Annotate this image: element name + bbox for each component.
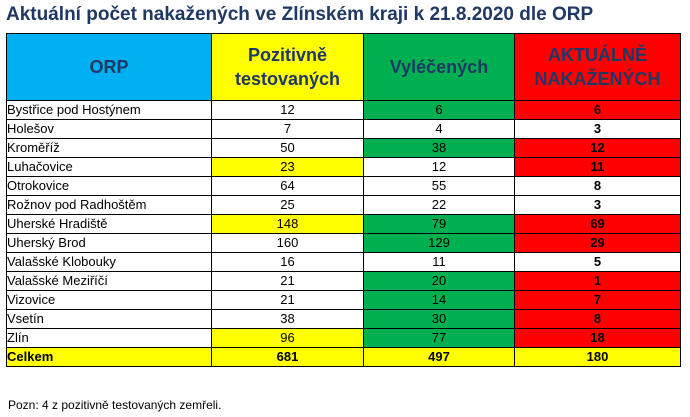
- cell-orp: Valašské Klobouky: [6, 252, 212, 272]
- cell-positive: 23: [211, 157, 364, 177]
- cell-active: 8: [514, 176, 681, 196]
- table-row: Kroměříž 50 38 12: [6, 138, 681, 158]
- cell-orp: Kroměříž: [6, 138, 212, 158]
- cell-orp: Holešov: [6, 119, 212, 139]
- cell-positive: 25: [211, 195, 364, 215]
- cell-recovered: 11: [363, 252, 515, 272]
- cell-active: 1: [514, 271, 681, 291]
- cell-positive: 16: [211, 252, 364, 272]
- table-row: Bystřice pod Hostýnem 12 6 6: [6, 100, 681, 120]
- table-row: Valašské Klobouky 16 11 5: [6, 252, 681, 272]
- cell-recovered: 38: [363, 138, 515, 158]
- cell-active: 3: [514, 119, 681, 139]
- cell-recovered: 55: [363, 176, 515, 196]
- cell-recovered: 79: [363, 214, 515, 234]
- total-recovered: 497: [363, 347, 515, 367]
- cell-positive: 64: [211, 176, 364, 196]
- table-row: Zlín 96 77 18: [6, 328, 681, 348]
- header-recovered-label: Vyléčených: [389, 57, 489, 77]
- cell-positive: 160: [211, 233, 364, 253]
- cell-orp: Otrokovice: [6, 176, 212, 196]
- table-row: Valašské Meziříčí 21 20 1: [6, 271, 681, 291]
- cell-orp: Bystřice pod Hostýnem: [6, 100, 212, 120]
- cell-active: 6: [514, 100, 681, 120]
- cell-positive: 12: [211, 100, 364, 120]
- cell-orp: Vsetín: [6, 309, 212, 329]
- cell-positive: 96: [211, 328, 364, 348]
- cell-positive: 38: [211, 309, 364, 329]
- table-row: Luhačovice 23 12 11: [6, 157, 681, 177]
- cell-active: 18: [514, 328, 681, 348]
- cell-recovered: 14: [363, 290, 515, 310]
- cell-active: 5: [514, 252, 681, 272]
- header-positive-line2: testovaných: [234, 69, 341, 89]
- cell-active: 69: [514, 214, 681, 234]
- cell-orp: Uherské Hradiště: [6, 214, 212, 234]
- cell-active: 29: [514, 233, 681, 253]
- footnote: Pozn: 4 z pozitivně testovaných zemřeli.: [8, 398, 222, 412]
- total-active: 180: [514, 347, 681, 367]
- cell-active: 3: [514, 195, 681, 215]
- cell-orp: Zlín: [6, 328, 212, 348]
- header-active-line2: NAKAŽENÝCH: [534, 69, 661, 89]
- header-positive-line1: Pozitivně: [247, 45, 327, 65]
- cell-positive: 50: [211, 138, 364, 158]
- header-active: AKTUÁLNĚ NAKAŽENÝCH: [514, 33, 681, 101]
- header-recovered: Vyléčených: [363, 33, 515, 101]
- total-positive: 681: [211, 347, 364, 367]
- cell-recovered: 30: [363, 309, 515, 329]
- cell-orp: Rožnov pod Radhoštěm: [6, 195, 212, 215]
- header-active-line1: AKTUÁLNĚ: [548, 45, 647, 65]
- cell-recovered: 129: [363, 233, 515, 253]
- table-row: Uherský Brod 160 129 29: [6, 233, 681, 253]
- cell-orp: Valašské Meziříčí: [6, 271, 212, 291]
- header-orp: ORP: [6, 33, 212, 101]
- cell-active: 11: [514, 157, 681, 177]
- cell-orp: Uherský Brod: [6, 233, 212, 253]
- table-row: Otrokovice 64 55 8: [6, 176, 681, 196]
- cell-recovered: 12: [363, 157, 515, 177]
- table-row: Vizovice 21 14 7: [6, 290, 681, 310]
- cell-orp: Luhačovice: [6, 157, 212, 177]
- cell-recovered: 77: [363, 328, 515, 348]
- infection-table: ORP Pozitivně testovaných Vyléčených AKT…: [6, 33, 681, 367]
- table-row: Uherské Hradiště 148 79 69: [6, 214, 681, 234]
- table-total-row: Celkem 681 497 180: [6, 347, 681, 367]
- page-title: Aktuální počet nakažených ve Zlínském kr…: [6, 4, 594, 25]
- cell-positive: 21: [211, 290, 364, 310]
- cell-recovered: 4: [363, 119, 515, 139]
- total-label: Celkem: [6, 347, 212, 367]
- table-header-row: ORP Pozitivně testovaných Vyléčených AKT…: [6, 33, 681, 101]
- cell-active: 12: [514, 138, 681, 158]
- header-orp-label: ORP: [89, 57, 129, 77]
- cell-orp: Vizovice: [6, 290, 212, 310]
- cell-positive: 7: [211, 119, 364, 139]
- cell-recovered: 22: [363, 195, 515, 215]
- cell-recovered: 20: [363, 271, 515, 291]
- cell-recovered: 6: [363, 100, 515, 120]
- cell-positive: 148: [211, 214, 364, 234]
- header-positive: Pozitivně testovaných: [211, 33, 364, 101]
- table-row: Holešov 7 4 3: [6, 119, 681, 139]
- table-row: Rožnov pod Radhoštěm 25 22 3: [6, 195, 681, 215]
- cell-positive: 21: [211, 271, 364, 291]
- table-row: Vsetín 38 30 8: [6, 309, 681, 329]
- cell-active: 7: [514, 290, 681, 310]
- cell-active: 8: [514, 309, 681, 329]
